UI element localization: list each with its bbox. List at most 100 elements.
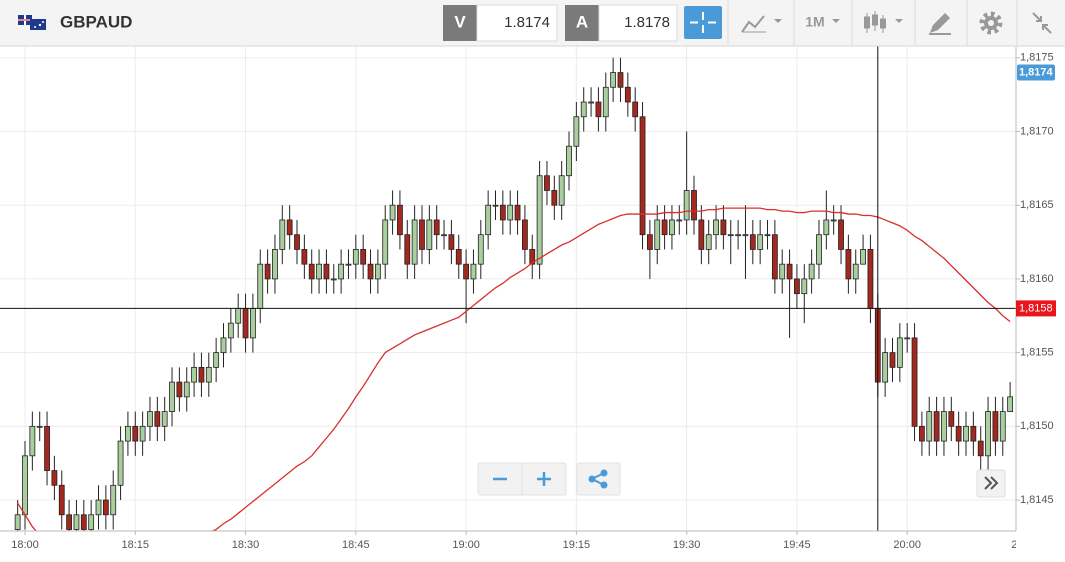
candle-body — [867, 249, 874, 309]
x-tick-label: 18:30 — [232, 539, 260, 551]
candle-body — [529, 249, 536, 265]
bid-button[interactable] — [443, 5, 477, 41]
candle-body — [205, 366, 212, 383]
bid-box — [476, 4, 558, 42]
candle-body — [573, 116, 580, 147]
y-tick-label: 1,8155 — [1020, 347, 1054, 359]
candle-body — [213, 352, 220, 368]
last-price-label: 1,8174 — [1019, 66, 1054, 78]
candle-body — [882, 352, 889, 383]
candle-body — [73, 514, 80, 530]
timeframe[interactable]: 1M — [805, 14, 824, 30]
candle-body — [963, 425, 969, 442]
candle-body — [522, 219, 528, 250]
y-tick-label: 1,8145 — [1020, 494, 1054, 506]
candle-body — [323, 263, 330, 280]
candle-body — [426, 219, 433, 250]
candle-body — [463, 263, 469, 280]
candle-body — [669, 219, 675, 236]
candle-body — [918, 425, 925, 442]
candle-body — [294, 234, 300, 250]
candle-body — [382, 219, 389, 265]
candle-body — [308, 263, 315, 280]
candle-body — [860, 249, 866, 265]
candle-body — [536, 175, 543, 265]
candle-body — [264, 263, 271, 280]
candle-body — [617, 72, 624, 88]
candle-body — [646, 234, 653, 250]
candle-body — [757, 234, 764, 250]
candle-body — [926, 411, 933, 442]
candle-body — [455, 249, 462, 265]
candle-body — [499, 204, 506, 221]
y-tick-label: 1,8170 — [1020, 125, 1054, 137]
candle-body — [507, 204, 514, 221]
candle-body — [632, 101, 639, 118]
candle-body — [477, 234, 484, 265]
separators — [727, 0, 1018, 46]
candle-body — [588, 101, 594, 104]
candle-body — [279, 219, 286, 250]
candle-body — [955, 425, 962, 442]
candle-body — [286, 219, 293, 236]
candle-body — [794, 278, 800, 295]
candle-body — [838, 219, 844, 250]
candle-body — [183, 381, 190, 398]
collapse-button[interactable] — [1032, 12, 1052, 34]
bid-label[interactable]: V — [454, 12, 466, 31]
candle-body — [485, 204, 492, 236]
candle-body — [191, 366, 197, 383]
candle-body — [433, 219, 440, 236]
ask-price: 1.8178 — [624, 14, 670, 31]
candle-body — [801, 278, 808, 295]
candle-body — [698, 219, 705, 250]
candle-body — [272, 249, 278, 280]
share-button[interactable] — [576, 462, 621, 496]
candle-body — [492, 204, 499, 207]
candle-body — [999, 411, 1006, 442]
candle-body — [147, 411, 153, 427]
candle-body — [110, 484, 117, 516]
ask-button[interactable] — [565, 5, 599, 41]
candle-body — [1007, 396, 1014, 412]
candle-body — [933, 411, 940, 442]
x-tick-label: 18:45 — [342, 539, 370, 551]
ask-box — [598, 4, 678, 42]
candle-body — [29, 425, 36, 457]
settings-button[interactable] — [979, 11, 1003, 35]
ask-label[interactable]: A — [576, 12, 588, 31]
candle-body — [720, 219, 727, 236]
candle-body — [249, 308, 256, 339]
zoom-in-button[interactable] — [537, 472, 551, 486]
candle-body — [139, 425, 146, 442]
candle-body — [360, 249, 367, 265]
candle-body — [441, 234, 447, 237]
candle-body — [779, 263, 786, 280]
candle-body — [896, 337, 903, 368]
candle-body — [66, 514, 73, 530]
candle-body — [345, 263, 352, 266]
y-tick-label: 1,8150 — [1020, 420, 1054, 432]
crosshair-button[interactable] — [684, 6, 722, 39]
candle-body — [992, 411, 999, 442]
chart-type-button[interactable] — [741, 15, 782, 33]
candle-body — [227, 322, 234, 339]
draw-button[interactable] — [929, 13, 951, 35]
candle-body — [610, 72, 617, 88]
candle-body — [977, 440, 984, 457]
candle-body — [727, 234, 734, 237]
candle-body — [102, 499, 109, 516]
candle-body — [558, 175, 565, 206]
candle-body — [161, 411, 168, 427]
x-tick-label: 18:00 — [11, 539, 39, 551]
candle-body — [51, 470, 58, 486]
candle-body — [551, 190, 558, 206]
candle-body — [352, 249, 359, 265]
candle-type-button[interactable] — [864, 11, 904, 33]
candle-body — [330, 278, 337, 281]
candle-body — [125, 425, 131, 442]
scroll-right-button[interactable] — [976, 469, 1006, 498]
candle-body — [705, 234, 712, 250]
